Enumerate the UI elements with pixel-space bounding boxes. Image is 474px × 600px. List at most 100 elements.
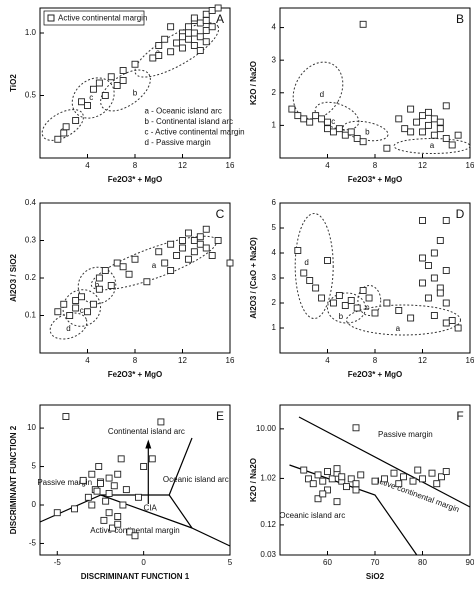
data-point <box>424 262 432 269</box>
data-point <box>149 54 157 62</box>
data-point <box>84 102 91 109</box>
data-point <box>89 300 97 308</box>
data-point <box>179 237 186 244</box>
data-point <box>312 284 320 292</box>
data-point <box>202 38 210 46</box>
data-point <box>72 297 80 304</box>
data-point <box>208 252 216 259</box>
data-point <box>161 35 169 43</box>
y-tick-label: 10.00 <box>256 424 277 433</box>
data-point <box>102 497 110 505</box>
y-tick-label: 3 <box>272 273 277 282</box>
data-point <box>424 121 432 129</box>
data-point <box>318 115 326 123</box>
data-point <box>114 520 122 528</box>
data-point <box>347 297 355 304</box>
x-tick-label: 4 <box>85 161 90 170</box>
data-point <box>383 299 391 307</box>
field-outline <box>49 312 88 340</box>
data-point <box>335 292 343 299</box>
data-point <box>226 259 234 267</box>
data-point <box>119 501 127 509</box>
data-point <box>140 463 148 470</box>
data-point <box>395 480 403 488</box>
data-point <box>202 10 210 18</box>
data-point <box>347 475 355 483</box>
y-tick-label: 0.12 <box>260 520 276 529</box>
data-point <box>97 480 104 487</box>
y-tick-label: 6 <box>272 198 277 207</box>
annotation: d - Passive margin <box>145 138 211 147</box>
data-point <box>95 463 103 470</box>
data-point <box>419 279 426 287</box>
data-point <box>430 274 438 282</box>
data-point <box>184 35 192 43</box>
data-point <box>113 259 121 267</box>
data-point <box>306 277 314 284</box>
data-point <box>424 294 432 302</box>
data-point <box>113 82 121 89</box>
data-point <box>214 4 222 12</box>
panel-label: F <box>456 409 463 423</box>
data-point <box>442 468 450 475</box>
data-point <box>353 134 361 142</box>
data-point <box>54 135 62 143</box>
x-tick-label: 0 <box>141 558 146 567</box>
data-point <box>436 289 444 297</box>
data-point <box>107 282 115 289</box>
data-point <box>430 115 438 123</box>
boundary-line <box>39 437 193 523</box>
field-outline <box>357 285 382 316</box>
y-tick-label: 0.1 <box>25 311 37 320</box>
annotation: c <box>80 306 84 315</box>
data-point <box>135 493 142 501</box>
x-tick-label: 8 <box>373 356 378 365</box>
y-axis-label: K2O / Na2O <box>249 458 258 502</box>
data-point <box>324 125 331 133</box>
data-point <box>352 424 360 432</box>
data-point <box>407 128 415 136</box>
data-point <box>352 480 360 488</box>
data-point <box>179 33 186 41</box>
data-point <box>114 513 122 520</box>
y-axis-label: K2O / Na2O <box>249 61 258 105</box>
x-tick-label: 60 <box>323 558 332 567</box>
x-tick-label: 4 <box>85 356 90 365</box>
data-point <box>300 269 308 277</box>
annotation: Oceanic island arc <box>279 511 345 520</box>
data-point <box>324 468 331 475</box>
data-point <box>294 112 302 120</box>
data-point <box>117 455 125 463</box>
data-point <box>214 237 222 244</box>
annotation: b <box>133 89 138 98</box>
data-point <box>333 465 341 473</box>
data-point <box>155 42 163 49</box>
data-point <box>190 14 198 22</box>
data-point <box>88 501 96 509</box>
data-point <box>114 470 122 478</box>
y-tick-label: 1.02 <box>260 474 276 483</box>
x-tick-label: 70 <box>371 558 380 567</box>
x-axis-label: Fe2O3* + MgO <box>108 175 162 184</box>
data-point <box>424 108 432 116</box>
data-point <box>62 413 70 420</box>
data-point <box>155 248 163 256</box>
data-point <box>78 293 86 301</box>
data-point <box>167 240 175 248</box>
data-point <box>395 307 403 314</box>
annotation: b <box>95 281 100 290</box>
data-point <box>78 98 86 106</box>
data-point <box>442 134 450 142</box>
data-point <box>359 20 367 28</box>
y-tick-label: 4 <box>272 248 277 257</box>
data-point <box>184 255 192 263</box>
data-point <box>442 217 450 224</box>
field-outline <box>327 292 366 324</box>
x-tick-label: 12 <box>178 161 187 170</box>
data-point <box>442 267 450 274</box>
panel: 4 8 12 16 0.1 0.2 0.3 0.4 Fe2O3* + MgO Al2O3 / Si… <box>9 198 235 379</box>
data-point <box>126 528 134 536</box>
data-point <box>196 240 204 248</box>
